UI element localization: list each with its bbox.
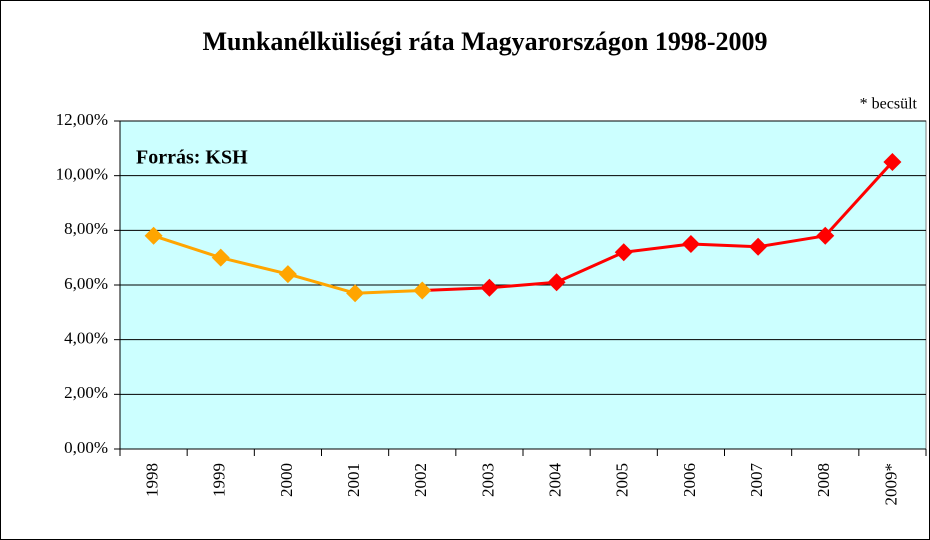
x-tick-label: 2008 xyxy=(814,463,833,497)
marker xyxy=(749,237,768,256)
y-tick-label: 10,00% xyxy=(56,165,108,184)
marker xyxy=(413,281,432,300)
marker xyxy=(614,243,633,262)
marker xyxy=(883,153,902,171)
line-segment xyxy=(355,288,423,295)
x-tick-label: 1999 xyxy=(210,463,229,497)
line-segment xyxy=(489,280,557,290)
marker xyxy=(681,235,700,253)
annotation: * becsült xyxy=(860,96,918,113)
x-tick-label: 1998 xyxy=(142,463,161,497)
line-segment xyxy=(287,272,356,295)
line-segment xyxy=(757,234,826,249)
y-tick-label: 0,00% xyxy=(64,438,108,457)
x-tick-label: 2003 xyxy=(478,463,497,497)
annotation: Forrás: KSH xyxy=(136,147,248,169)
line-segment xyxy=(153,234,222,260)
marker xyxy=(144,226,163,245)
line-segment xyxy=(690,242,759,249)
line-segment xyxy=(623,242,692,254)
marker xyxy=(278,265,297,284)
line-segment xyxy=(422,286,490,292)
y-tick-label: 6,00% xyxy=(64,274,108,293)
chart-title: Munkanélküliségi ráta Magyarországon 199… xyxy=(202,27,767,56)
marker xyxy=(211,248,230,267)
x-tick-label: 2006 xyxy=(680,463,699,497)
x-tick-label: 2005 xyxy=(613,463,632,497)
x-tick-label: 2002 xyxy=(411,463,430,497)
marker xyxy=(346,284,365,303)
marker xyxy=(816,226,835,245)
x-tick-label: 2007 xyxy=(747,463,766,498)
y-tick-label: 2,00% xyxy=(64,383,108,402)
line-segment xyxy=(824,160,894,237)
y-tick-label: 12,00% xyxy=(56,110,108,129)
x-tick-label: 2001 xyxy=(344,463,363,497)
x-tick-label: 2009* xyxy=(881,463,900,506)
y-tick-label: 8,00% xyxy=(64,219,108,238)
line-segment xyxy=(220,256,289,276)
line-segment xyxy=(555,250,625,284)
marker xyxy=(547,273,566,292)
y-tick-label: 4,00% xyxy=(64,329,108,348)
x-tick-label: 2000 xyxy=(277,463,296,497)
marker xyxy=(480,278,499,297)
x-tick-label: 2004 xyxy=(545,463,564,498)
